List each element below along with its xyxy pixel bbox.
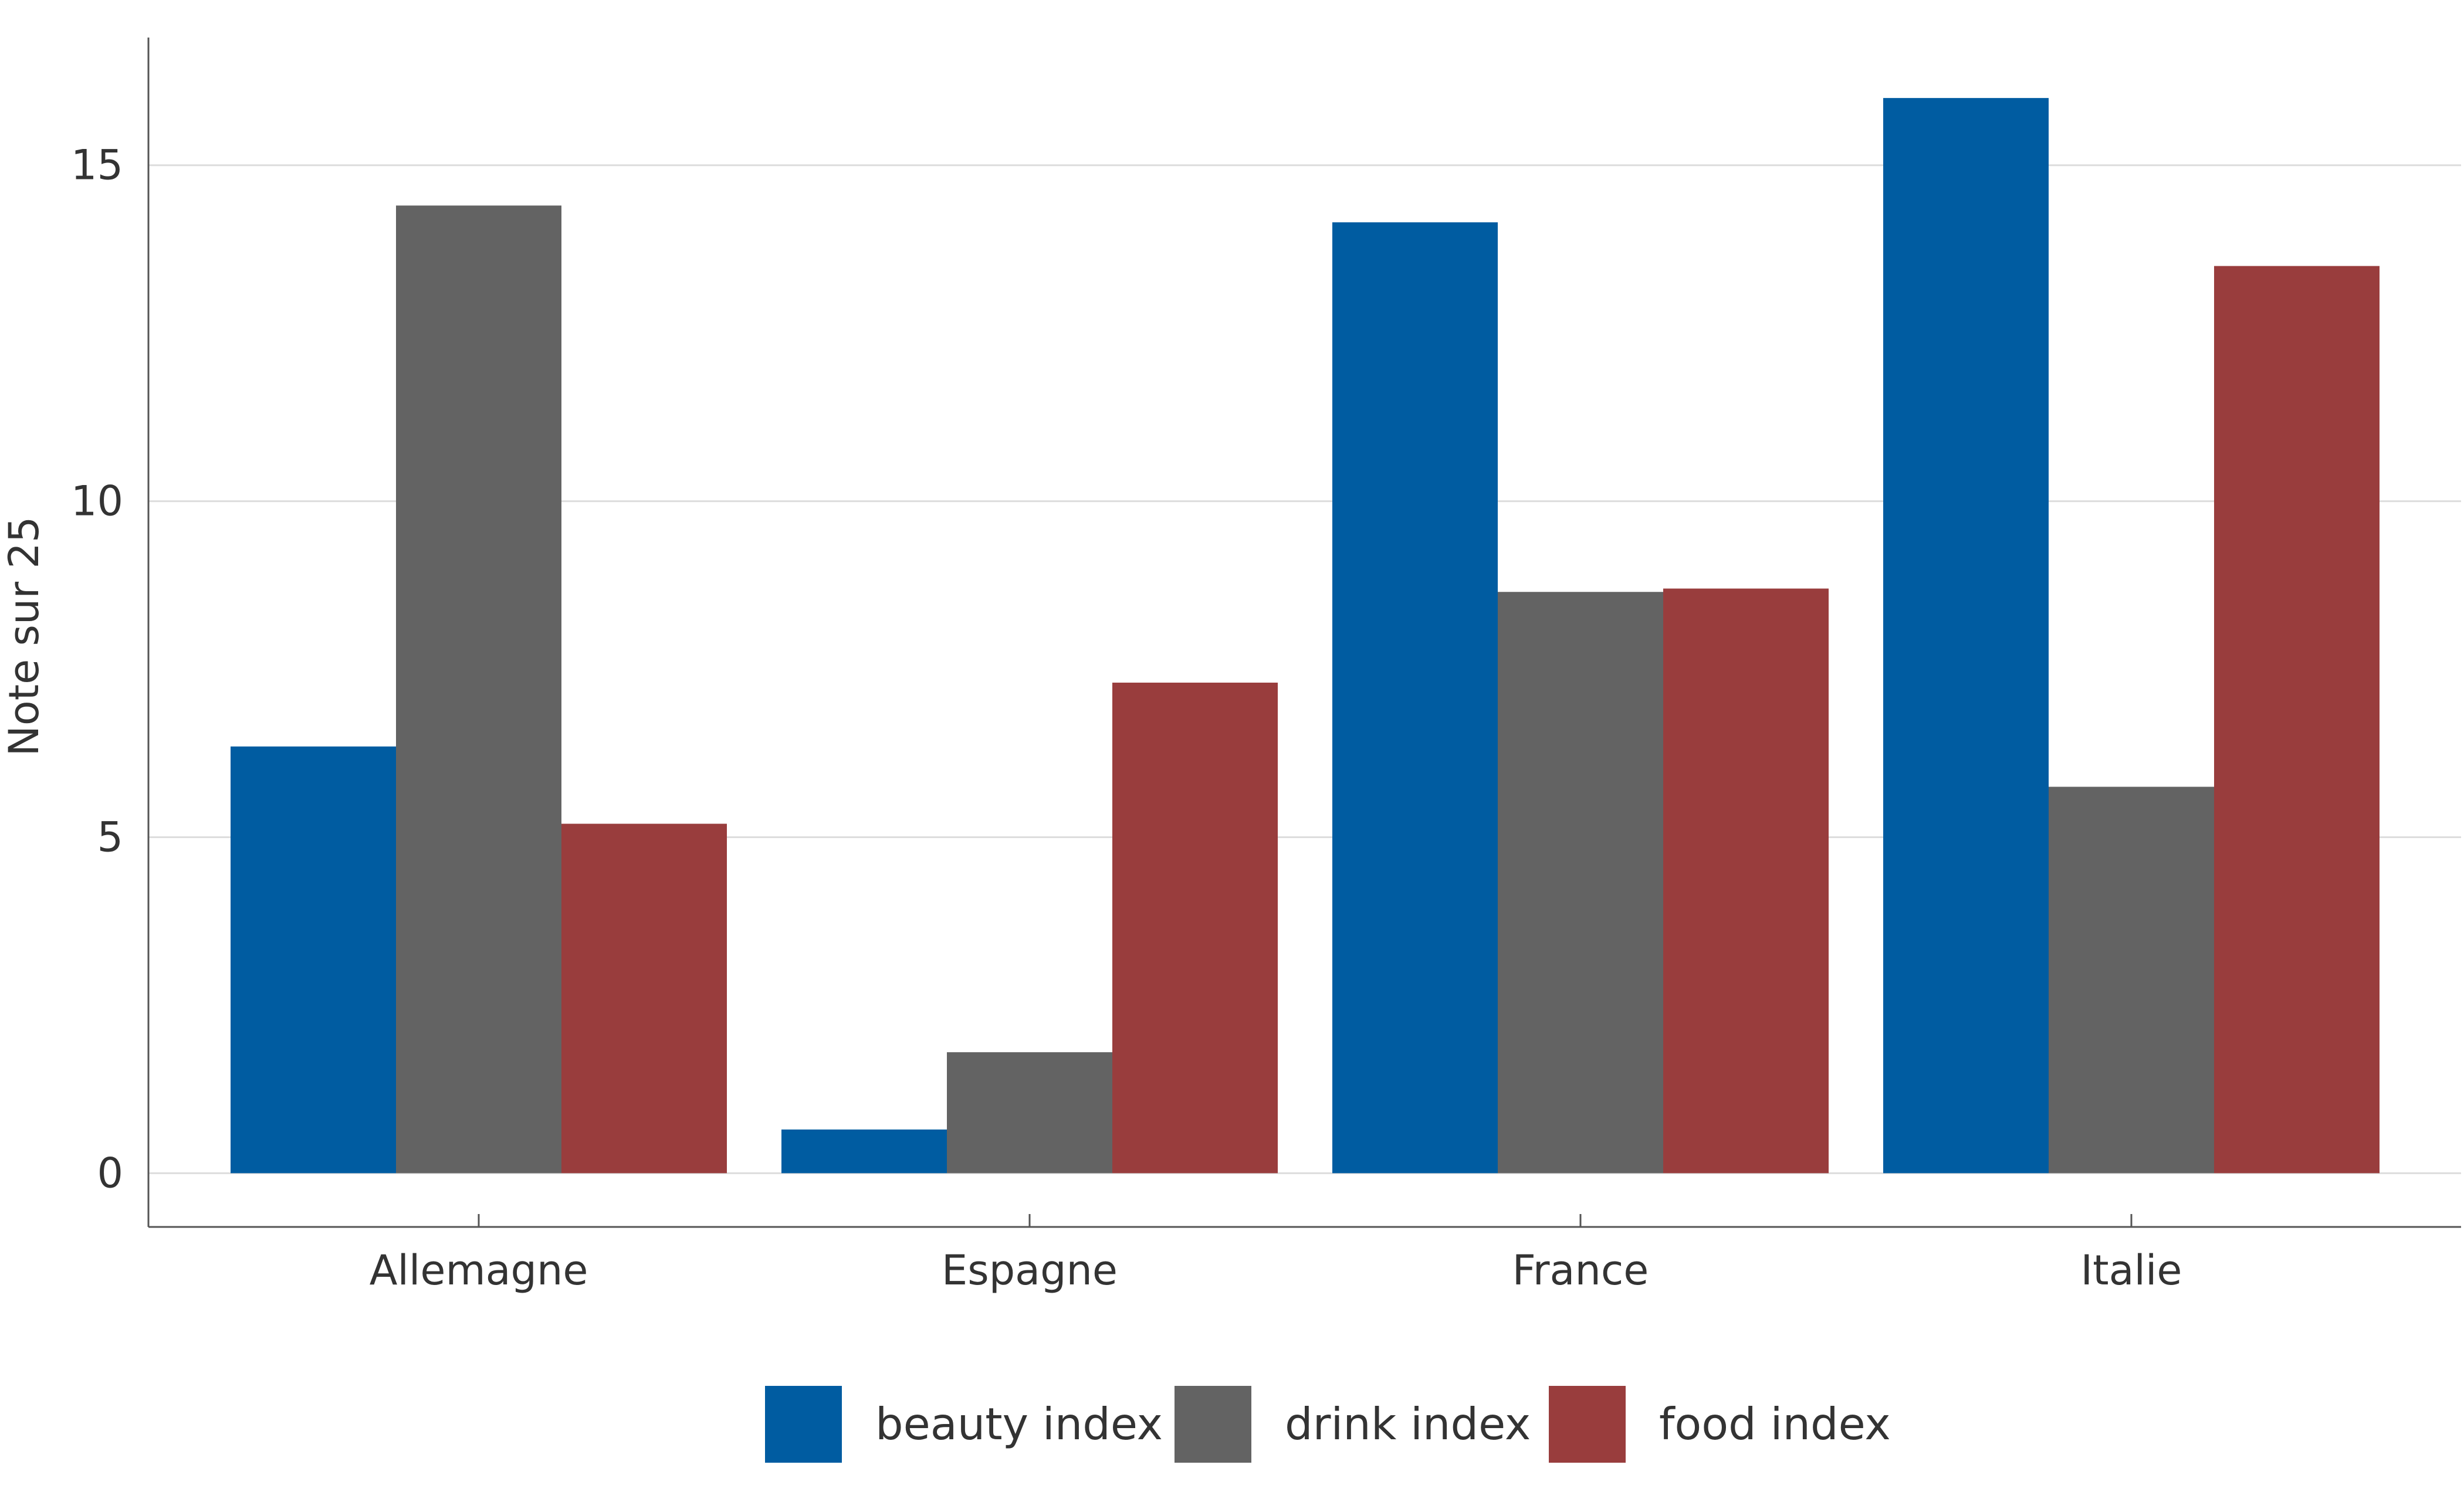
bar-beauty-index-allemagne bbox=[231, 746, 396, 1174]
y-axis-label: Note sur 25 bbox=[0, 517, 48, 757]
legend-item-drink-index: drink index bbox=[1175, 1386, 1531, 1463]
legend-item-beauty-index: beauty index bbox=[765, 1386, 1163, 1463]
bar-food-index-espagne bbox=[1112, 682, 1278, 1174]
x-axis-ticks: Allemagne Espagne France Italie bbox=[370, 1214, 2182, 1294]
bar-drink-index-italie bbox=[2049, 786, 2214, 1174]
x-tick-label: Allemagne bbox=[370, 1246, 588, 1294]
bar-food-index-allemagne bbox=[561, 823, 727, 1174]
legend-swatch bbox=[1549, 1386, 1626, 1463]
x-tick-label: Espagne bbox=[942, 1246, 1118, 1294]
legend-label: food index bbox=[1659, 1398, 1891, 1450]
legend-label: drink index bbox=[1285, 1398, 1531, 1450]
y-tick-label: 0 bbox=[97, 1149, 123, 1197]
axes bbox=[147, 38, 2461, 1228]
legend-swatch bbox=[765, 1386, 842, 1463]
y-tick-label: 5 bbox=[97, 813, 123, 861]
y-tick-label: 10 bbox=[71, 477, 123, 525]
bar-beauty-index-italie bbox=[1883, 98, 2049, 1174]
x-tick-label: Italie bbox=[2081, 1246, 2182, 1294]
bar-drink-index-allemagne bbox=[396, 205, 561, 1174]
legend-label: beauty index bbox=[875, 1398, 1163, 1450]
bar-drink-index-france bbox=[1498, 592, 1663, 1174]
bars bbox=[231, 98, 2380, 1174]
bar-food-index-italie bbox=[2214, 266, 2380, 1174]
bar-beauty-index-espagne bbox=[781, 1129, 947, 1174]
legend-item-food-index: food index bbox=[1549, 1386, 1891, 1463]
bar-beauty-index-france bbox=[1332, 222, 1498, 1174]
legend: beauty index drink index food index bbox=[765, 1386, 1891, 1463]
y-tick-label: 15 bbox=[71, 141, 123, 189]
x-tick-label: France bbox=[1512, 1246, 1649, 1294]
legend-swatch bbox=[1175, 1386, 1251, 1463]
y-axis-ticks: 0 5 10 15 bbox=[71, 141, 123, 1198]
bar-drink-index-espagne bbox=[947, 1052, 1112, 1174]
bar-food-index-france bbox=[1663, 588, 1829, 1174]
